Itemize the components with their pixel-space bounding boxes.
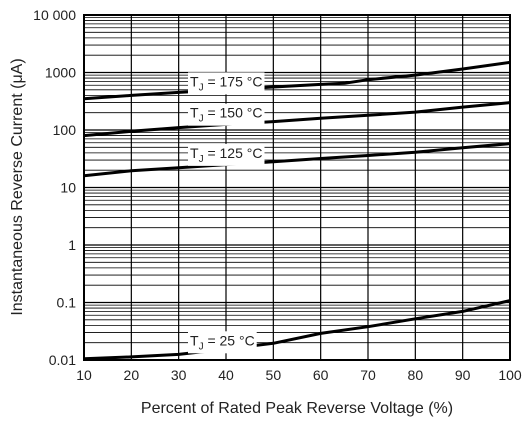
curve-label-group: TJ = 25 °C bbox=[188, 331, 257, 354]
curve-label-group: TJ = 125 °C bbox=[188, 143, 265, 166]
curve-label-main: T bbox=[190, 73, 199, 89]
x-tick-label: 80 bbox=[408, 367, 424, 383]
curve-label-group: TJ = 150 °C bbox=[188, 103, 265, 126]
x-tick-label: 40 bbox=[218, 367, 234, 383]
curve-labels: TJ = 175 °CTJ = 150 °CTJ = 125 °CTJ = 25… bbox=[188, 72, 265, 354]
curve-label-background bbox=[188, 72, 265, 95]
y-axis-label: Instantaneous Reverse Current (μA) bbox=[9, 58, 26, 315]
curve-label-background bbox=[188, 143, 265, 166]
curve-label-background bbox=[188, 103, 265, 126]
x-tick-labels: 10 20 30 40 50 60 70 80 90 100 bbox=[76, 367, 522, 383]
curve-label-subscript: J bbox=[199, 154, 204, 165]
curve-label-main: T bbox=[190, 105, 199, 121]
x-tick-label: 20 bbox=[124, 367, 140, 383]
curve-label-main: T bbox=[190, 145, 199, 161]
x-tick-label: 60 bbox=[313, 367, 329, 383]
curve-label: TJ = 25 °C bbox=[190, 332, 255, 352]
series-line bbox=[83, 299, 511, 361]
curve-label-rest: = 175 °C bbox=[204, 73, 263, 89]
curve-label-background bbox=[188, 331, 257, 354]
y-tick-label: 0.1 bbox=[57, 295, 77, 311]
curve-label: TJ = 125 °C bbox=[190, 145, 262, 165]
grid bbox=[83, 15, 511, 361]
curve-label: TJ = 175 °C bbox=[190, 73, 262, 93]
curve-label-rest: = 125 °C bbox=[204, 145, 263, 161]
series-line bbox=[83, 142, 511, 178]
y-tick-labels: 0.01 0.1 1 10 100 1000 10 000 bbox=[33, 7, 76, 368]
y-tick-label: 0.01 bbox=[49, 352, 76, 368]
series-line bbox=[83, 101, 511, 138]
y-tick-label: 1000 bbox=[45, 65, 76, 81]
curve-label-subscript: J bbox=[199, 114, 204, 125]
curve-label-group: TJ = 175 °C bbox=[188, 72, 265, 95]
curve-label-rest: = 25 °C bbox=[204, 332, 255, 348]
y-tick-label: 10 bbox=[60, 180, 76, 196]
y-tick-label: 10 000 bbox=[33, 7, 76, 23]
x-tick-label: 70 bbox=[360, 367, 376, 383]
curve-label-rest: = 150 °C bbox=[204, 105, 263, 121]
y-tick-label: 100 bbox=[53, 122, 77, 138]
plot-frame bbox=[83, 14, 511, 361]
series-line bbox=[83, 60, 511, 101]
curves bbox=[83, 60, 511, 361]
x-tick-label: 50 bbox=[266, 367, 282, 383]
y-tick-label: 1 bbox=[68, 237, 76, 253]
x-tick-label: 30 bbox=[171, 367, 187, 383]
curve-label-subscript: J bbox=[199, 341, 204, 352]
x-tick-label: 100 bbox=[498, 367, 522, 383]
curve-label-subscript: J bbox=[199, 82, 204, 93]
curve-label: TJ = 150 °C bbox=[190, 105, 262, 125]
x-axis-label: Percent of Rated Peak Reverse Voltage (%… bbox=[141, 400, 453, 417]
curve-label-main: T bbox=[190, 332, 199, 348]
x-tick-label: 10 bbox=[76, 367, 92, 383]
x-tick-label: 90 bbox=[455, 367, 471, 383]
